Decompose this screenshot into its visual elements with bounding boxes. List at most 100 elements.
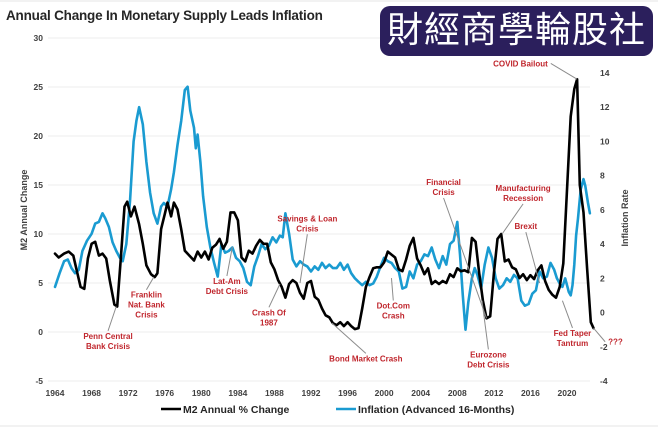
series-line-m2 — [53, 77, 595, 331]
annotation-line: Debt Crisis — [206, 287, 249, 296]
annotation-label: Penn Central Bank Crisis — [83, 332, 132, 351]
y2-tick-label: 2 — [600, 273, 605, 283]
annotation-line: Dot.Com — [377, 301, 410, 310]
annotation-label: COVID Bailout — [493, 59, 548, 68]
x-tick-label: 2000 — [375, 388, 394, 398]
annotation-line: Crisis — [135, 311, 158, 320]
annotation-line: Debt Crisis — [467, 360, 510, 369]
annotation-leader — [481, 300, 489, 350]
y2-tick-label: 12 — [600, 102, 610, 112]
annotation-line: Financial — [426, 178, 461, 187]
annotation-label: ??? — [608, 338, 623, 347]
annotation-line: Nat. Bank — [128, 301, 165, 310]
y2-tick-label: -2 — [600, 342, 608, 352]
annotation-line: Recession — [503, 194, 543, 203]
y-tick-label: 0 — [38, 327, 43, 337]
annotation-leader — [145, 276, 155, 290]
annotation-label: Savings & Loan Crisis — [277, 214, 337, 233]
annotation-line: 1987 — [260, 318, 278, 327]
y2-tick-label: -4 — [600, 376, 608, 386]
annotation-line: Brexit — [515, 222, 538, 231]
y2-axis-title: Inflation Rate — [620, 189, 630, 246]
annotation-line: Manufacturing — [496, 184, 551, 193]
x-tick-label: 1968 — [82, 388, 101, 398]
y2-tick-label: 8 — [600, 171, 605, 181]
annotation-line: Bond Market Crash — [329, 354, 402, 363]
annotation-line: Lat-Am — [213, 277, 241, 286]
annotation-line: Crisis — [296, 224, 319, 233]
x-tick-label: 2008 — [448, 388, 467, 398]
y-axis-right: 14 12 10 8 6 4 2 0 -2 -4 — [600, 68, 610, 386]
annotation-line: Crash — [382, 311, 405, 320]
legend-label: M2 Annual % Change — [183, 404, 290, 416]
annotation-leader — [331, 322, 367, 354]
annotation-leader — [525, 231, 541, 284]
x-tick-label: 1992 — [302, 388, 321, 398]
y2-tick-label: 10 — [600, 136, 610, 146]
x-tick-label: 1976 — [155, 388, 174, 398]
annotation-leader — [107, 306, 117, 332]
x-tick-label: 1980 — [192, 388, 211, 398]
x-tick-label: 2020 — [558, 388, 577, 398]
annotation-label: Brexit — [515, 222, 538, 231]
y-tick-label: 30 — [34, 33, 44, 43]
annotation-leader — [268, 283, 281, 308]
annotation-line: ??? — [608, 338, 623, 347]
chart-title: Annual Change In Monetary Supply Leads I… — [6, 8, 323, 23]
annotation-label: Dot.Com Crash — [377, 301, 410, 320]
annotation-leader — [501, 203, 524, 235]
x-tick-label: 1988 — [265, 388, 284, 398]
series-line-inflation — [53, 85, 592, 332]
y-tick-label: 15 — [34, 180, 44, 190]
x-tick-label: 2016 — [521, 388, 540, 398]
annotation-leader — [593, 327, 606, 343]
annotation-line: Crash Of — [252, 308, 286, 317]
annotation-label: Lat-Am Debt Crisis — [206, 277, 249, 296]
y-tick-label: 25 — [34, 82, 44, 92]
y-axis-title: M2 Annual Change — [19, 170, 29, 251]
brand-badge: 財經商學輪股社 — [380, 6, 653, 56]
annotation-line: Fed Taper — [554, 329, 592, 338]
y2-tick-label: 0 — [600, 308, 605, 318]
annotation-leader — [561, 300, 573, 329]
annotation-line: COVID Bailout — [493, 59, 548, 68]
annotation-label: Fed Taper Tantrum — [554, 329, 592, 348]
x-tick-label: 1972 — [119, 388, 138, 398]
y2-tick-label: 14 — [600, 68, 610, 78]
y-tick-label: 20 — [34, 131, 44, 141]
annotation-line: Bank Crisis — [86, 342, 131, 351]
x-tick-label: 1996 — [338, 388, 357, 398]
x-axis: 1964 1968 1972 1976 1980 1984 1988 1992 1996 2000… — [46, 388, 577, 398]
y2-tick-label: 6 — [600, 205, 605, 215]
y2-tick-label: 4 — [600, 239, 605, 249]
annotation-label: Bond Market Crash — [329, 354, 402, 363]
y-tick-label: 10 — [34, 229, 44, 239]
annotation-line: Crisis — [432, 188, 455, 197]
x-tick-label: 1964 — [46, 388, 65, 398]
annotation-leader — [390, 278, 394, 301]
annotation-line: Penn Central — [83, 332, 132, 341]
legend-label: Inflation (Advanced 16-Months) — [358, 404, 514, 416]
y-axis-left: 30 25 20 15 10 5 0 -5 — [34, 33, 44, 386]
annotation-line: Tantrum — [557, 339, 588, 348]
annotation-leader — [443, 197, 488, 319]
annotation-leader — [226, 246, 233, 277]
series-layer — [53, 77, 595, 332]
annotation-line: Savings & Loan — [277, 214, 337, 223]
annotation-label: Franklin Nat. Bank Crisis — [128, 291, 165, 320]
annotation-label: Manufacturing Recession — [496, 184, 551, 203]
x-tick-label: 2012 — [484, 388, 503, 398]
annotation-leader — [550, 62, 578, 80]
y-tick-label: 5 — [38, 278, 43, 288]
x-tick-label: 1984 — [228, 388, 247, 398]
annotation-line: Franklin — [131, 291, 162, 300]
legend: M2 Annual % Change Inflation (Advanced 16… — [161, 404, 514, 416]
annotation-label: Crash Of 1987 — [252, 308, 286, 327]
y-tick-label: -5 — [35, 376, 43, 386]
x-tick-label: 2004 — [411, 388, 430, 398]
annotation-label: Financial Crisis — [426, 178, 461, 197]
annotation-leader — [299, 234, 308, 284]
